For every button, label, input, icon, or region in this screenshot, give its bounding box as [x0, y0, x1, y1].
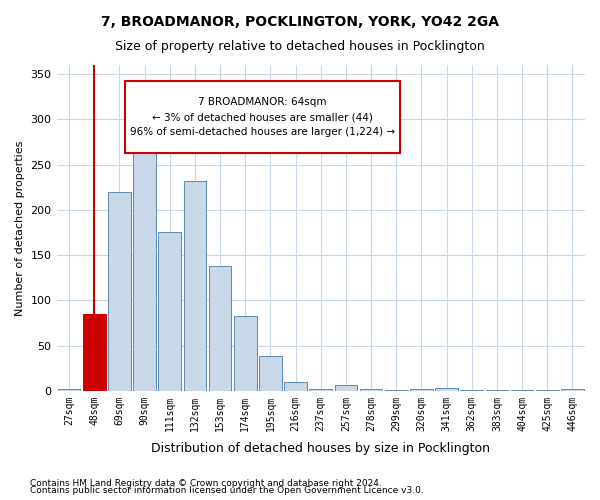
Bar — [360, 389, 382, 391]
Bar — [58, 389, 80, 391]
Bar — [284, 382, 307, 391]
Bar — [385, 390, 407, 391]
Bar — [536, 390, 559, 391]
Bar — [561, 389, 584, 391]
Bar — [410, 389, 433, 391]
Bar — [511, 390, 533, 391]
X-axis label: Distribution of detached houses by size in Pocklington: Distribution of detached houses by size … — [151, 442, 490, 455]
Bar — [234, 316, 257, 391]
Text: 7, BROADMANOR, POCKLINGTON, YORK, YO42 2GA: 7, BROADMANOR, POCKLINGTON, YORK, YO42 2… — [101, 15, 499, 29]
Bar — [108, 192, 131, 391]
FancyBboxPatch shape — [125, 82, 400, 153]
Bar — [158, 232, 181, 391]
Y-axis label: Number of detached properties: Number of detached properties — [15, 140, 25, 316]
Text: Contains public sector information licensed under the Open Government Licence v3: Contains public sector information licen… — [30, 486, 424, 495]
Bar — [310, 389, 332, 391]
Bar — [184, 181, 206, 391]
Bar — [335, 386, 357, 391]
Bar — [460, 390, 483, 391]
Bar — [83, 314, 106, 391]
Text: 7 BROADMANOR: 64sqm
← 3% of detached houses are smaller (44)
96% of semi-detache: 7 BROADMANOR: 64sqm ← 3% of detached hou… — [130, 98, 395, 137]
Text: Contains HM Land Registry data © Crown copyright and database right 2024.: Contains HM Land Registry data © Crown c… — [30, 478, 382, 488]
Bar — [209, 266, 232, 391]
Bar — [435, 388, 458, 391]
Bar — [133, 134, 156, 391]
Bar — [259, 356, 282, 391]
Bar — [485, 390, 508, 391]
Text: Size of property relative to detached houses in Pocklington: Size of property relative to detached ho… — [115, 40, 485, 53]
